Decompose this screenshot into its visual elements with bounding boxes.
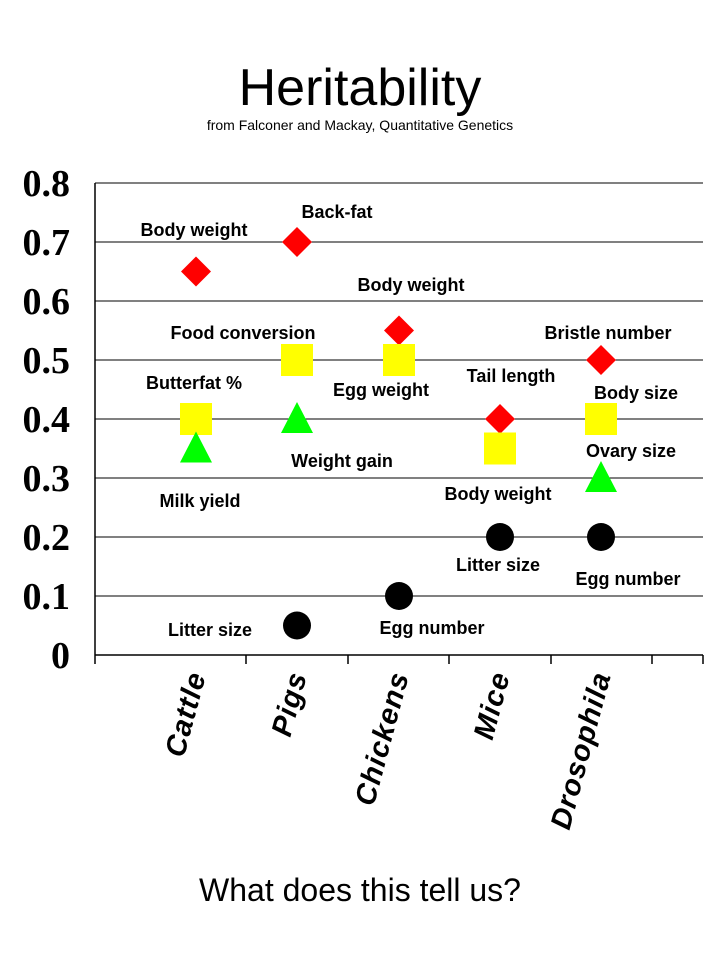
y-tick-label: 0.2 <box>23 517 71 559</box>
point-label: Egg number <box>379 618 484 638</box>
y-tick-label: 0.3 <box>23 458 71 500</box>
diamond-marker <box>586 345 616 375</box>
point-label: Weight gain <box>291 451 393 471</box>
circle-marker <box>385 582 413 610</box>
point-label: Body size <box>594 383 678 403</box>
heritability-chart: 0 0.1 0.2 0.3 0.4 0.5 0.6 0.7 0.8 Cattle Pigs Chic… <box>23 163 704 833</box>
chart-title: Heritability <box>238 59 482 117</box>
diamond-marker <box>384 315 414 346</box>
point-label: Egg weight <box>333 380 429 400</box>
category-label-mice: Mice <box>468 669 517 743</box>
point-label: Ovary size <box>586 441 676 461</box>
y-tick-label: 0 <box>51 635 70 677</box>
point-label: Back-fat <box>301 202 372 222</box>
data-markers <box>180 227 617 640</box>
point-label: Food conversion <box>170 323 315 343</box>
category-label-pigs: Pigs <box>266 669 314 740</box>
circle-marker <box>486 523 514 551</box>
square-marker <box>585 403 617 435</box>
y-tick-labels: 0 0.1 0.2 0.3 0.4 0.5 0.6 0.7 0.8 <box>23 163 71 677</box>
triangle-marker <box>281 402 313 433</box>
triangle-marker <box>180 431 212 463</box>
circle-marker <box>283 611 311 640</box>
category-label-chickens: Chickens <box>349 669 415 810</box>
diamond-marker <box>485 404 515 434</box>
chart-subtitle: from Falconer and Mackay, Quantitative G… <box>206 117 514 133</box>
square-marker <box>180 403 212 435</box>
category-label-drosophila: Drosophila <box>545 669 618 833</box>
point-label: Tail length <box>467 366 556 386</box>
y-tick-label: 0.5 <box>23 340 71 382</box>
y-tick-label: 0.6 <box>23 281 71 323</box>
point-labels: Body weight Butterfat % Milk yield Back-fat… <box>141 202 681 640</box>
square-marker <box>484 432 516 465</box>
point-label: Butterfat % <box>146 373 242 393</box>
diamond-marker <box>181 256 211 287</box>
point-label: Litter size <box>456 555 540 575</box>
y-tick-label: 0.4 <box>23 399 71 441</box>
category-label-cattle: Cattle <box>159 669 212 761</box>
point-label: Egg number <box>575 569 680 589</box>
axes <box>94 183 704 664</box>
point-label: Body weight <box>445 484 552 504</box>
square-marker <box>383 344 415 376</box>
triangle-marker <box>585 461 617 492</box>
footer-question: What does this tell us? <box>199 872 521 908</box>
point-label: Litter size <box>168 620 252 640</box>
point-label: Body weight <box>141 220 248 240</box>
point-label: Body weight <box>358 275 465 295</box>
diamond-marker <box>282 227 312 257</box>
point-label: Milk yield <box>159 491 240 511</box>
y-tick-label: 0.7 <box>23 222 71 264</box>
y-tick-label: 0.1 <box>23 576 71 618</box>
circle-marker <box>587 523 615 551</box>
y-tick-label: 0.8 <box>23 163 71 205</box>
category-labels: Cattle Pigs Chickens Mice Drosophila <box>159 669 617 833</box>
point-label: Bristle number <box>544 323 671 343</box>
square-marker <box>281 344 313 376</box>
